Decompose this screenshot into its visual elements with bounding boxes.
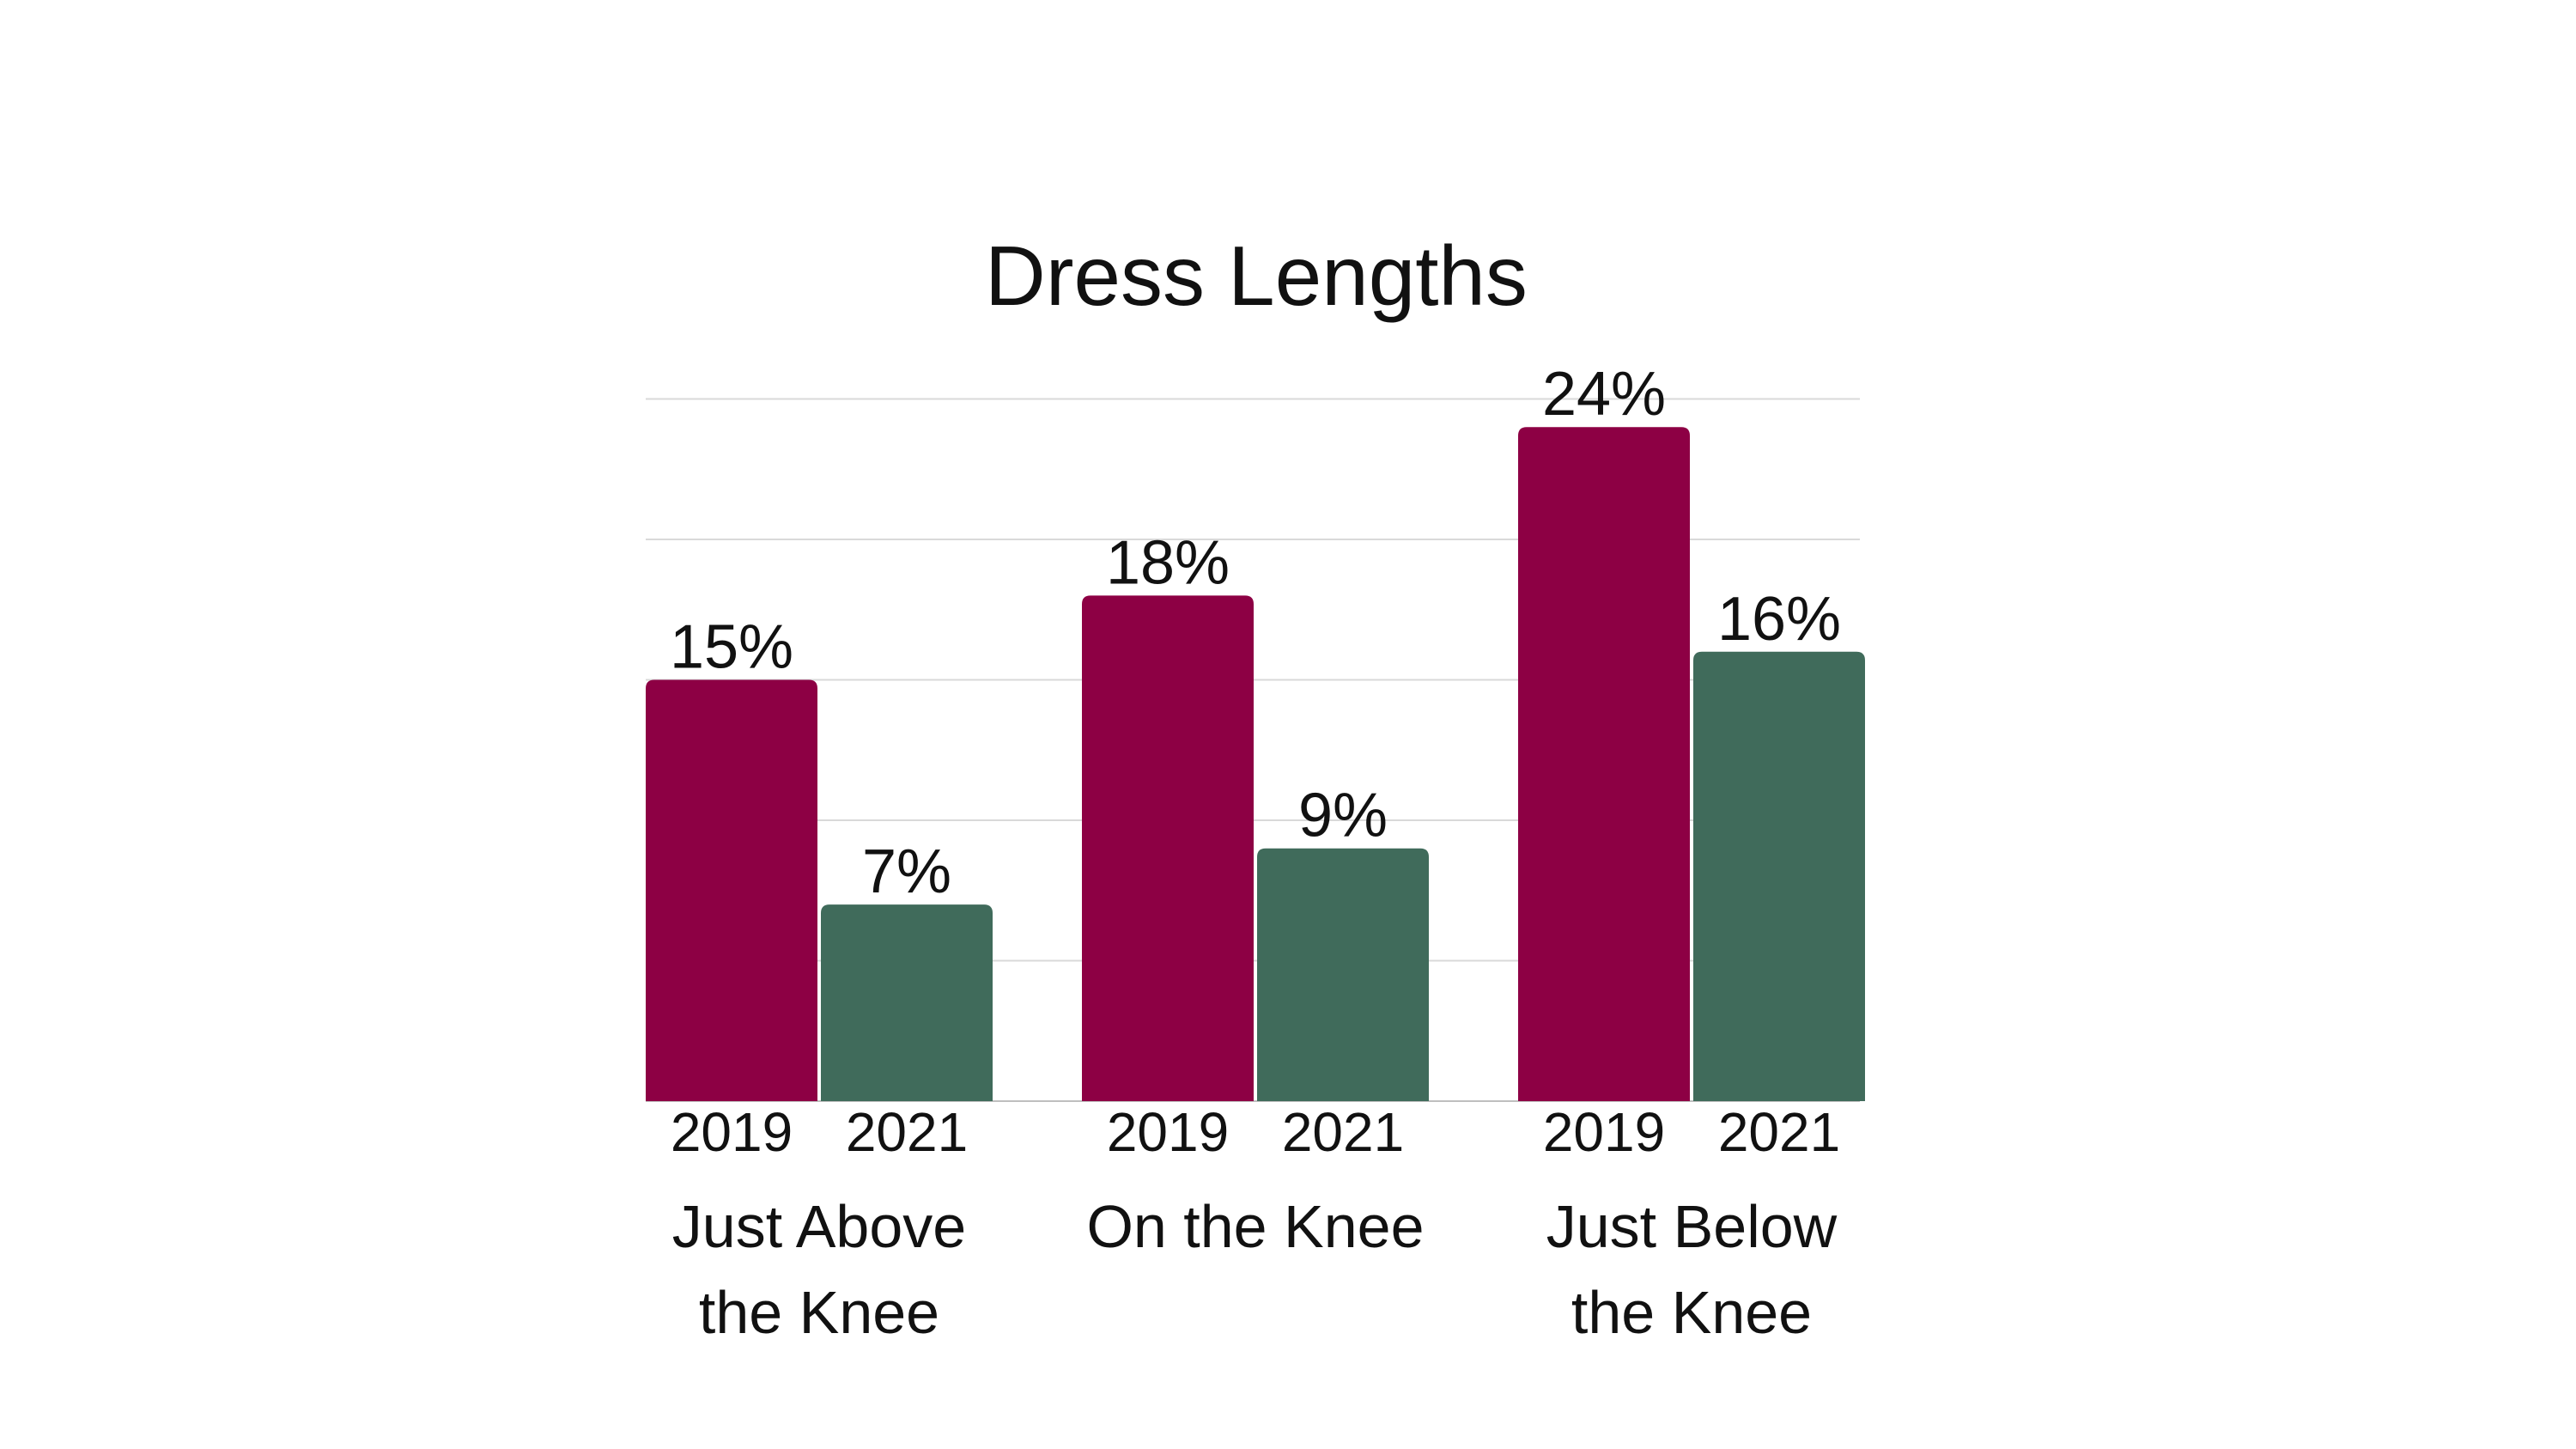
tick-label: 2019 xyxy=(1107,1101,1229,1163)
tick-label: 2019 xyxy=(671,1101,793,1163)
bar-2021-0 xyxy=(821,904,993,1101)
bar-layer xyxy=(646,427,1865,1101)
data-label: 18% xyxy=(1106,528,1230,597)
data-label: 15% xyxy=(670,613,793,682)
category-label: Just Above xyxy=(672,1193,966,1260)
chart-title: Dress Lengths xyxy=(985,228,1528,323)
tick-label: 2019 xyxy=(1543,1101,1665,1163)
data-label: 9% xyxy=(1298,782,1388,850)
tick-label: 2021 xyxy=(846,1101,968,1163)
bar-2021-2 xyxy=(1693,651,1865,1101)
category-label: the Knee xyxy=(699,1279,939,1346)
category-label: Just Below xyxy=(1546,1193,1838,1260)
label-layer: 15% 2019 7% 2021 Just Above the Knee 18% 2019 9%… xyxy=(670,360,1841,1346)
tick-label: 2021 xyxy=(1718,1101,1840,1163)
data-label: 24% xyxy=(1542,360,1666,429)
data-label: 16% xyxy=(1717,585,1841,654)
category-label: On the Knee xyxy=(1086,1193,1424,1260)
bar-2019-2 xyxy=(1518,427,1690,1101)
bar-2019-1 xyxy=(1082,595,1254,1101)
bar-2021-1 xyxy=(1257,848,1429,1101)
category-label: the Knee xyxy=(1571,1279,1812,1346)
data-label: 7% xyxy=(862,837,951,906)
bar-2019-0 xyxy=(646,679,817,1101)
tick-label: 2021 xyxy=(1282,1101,1404,1163)
